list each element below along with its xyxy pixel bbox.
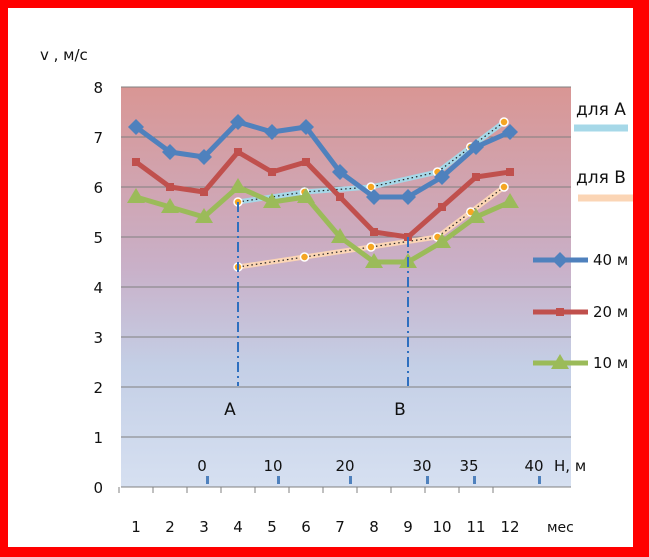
h-tick-mark xyxy=(473,476,476,484)
data-point xyxy=(263,193,281,208)
x-tick-label: 3 xyxy=(199,518,209,536)
data-point xyxy=(234,148,242,156)
h-tick-label: 30 xyxy=(412,457,431,475)
data-point xyxy=(467,208,485,223)
x-tick-label: 5 xyxy=(267,518,277,536)
data-point xyxy=(438,203,446,211)
h-tick-mark xyxy=(277,476,280,484)
legend-label: для А xyxy=(576,100,626,120)
data-point xyxy=(468,139,484,155)
y-tick-label: 7 xyxy=(93,129,103,147)
data-point xyxy=(230,114,246,130)
x-ticks: 1 2 3 4 5 6 7 8 9 10 11 12 xyxy=(118,487,520,536)
data-point xyxy=(132,158,140,166)
h-tick-label: 10 xyxy=(263,457,282,475)
data-point xyxy=(161,198,179,213)
legend-marker xyxy=(551,354,569,369)
h-tick-label: 35 xyxy=(459,457,478,475)
y-tick-label: 1 xyxy=(93,429,103,447)
h-ticks: 0 10 20 30 35 40 xyxy=(197,457,544,484)
x-tick-label: 2 xyxy=(165,518,175,536)
x-tick-label: 4 xyxy=(233,518,243,536)
data-point xyxy=(200,188,208,196)
data-point xyxy=(127,188,145,203)
profile-curve xyxy=(235,184,507,270)
h-tick-label: 40 xyxy=(524,457,543,475)
h-tick-label: 0 xyxy=(197,457,207,475)
data-point xyxy=(506,168,514,176)
data-point xyxy=(434,169,450,185)
profile-point xyxy=(499,182,509,192)
data-point xyxy=(336,193,344,201)
data-point xyxy=(472,173,480,181)
x-tick-label: 8 xyxy=(369,518,379,536)
series-line xyxy=(135,184,512,265)
h-tick-label: 20 xyxy=(335,457,354,475)
y-tick-label: 0 xyxy=(93,479,103,497)
data-point xyxy=(400,189,416,205)
profile-point xyxy=(366,242,376,252)
y-tick-label: 4 xyxy=(93,279,103,297)
data-point xyxy=(229,178,247,193)
profile-point xyxy=(499,117,509,127)
legend-label: 10 м xyxy=(593,354,628,372)
data-point xyxy=(268,168,276,176)
data-point xyxy=(264,124,280,140)
data-point xyxy=(370,228,378,236)
series-group xyxy=(127,114,519,268)
data-point xyxy=(195,208,213,223)
data-point xyxy=(128,119,144,135)
y-tick-label: 5 xyxy=(93,229,103,247)
data-point xyxy=(332,164,348,180)
data-point xyxy=(331,228,349,243)
data-point xyxy=(433,233,451,248)
legend: для А для В 40 м 20 м 10 м xyxy=(533,100,633,372)
y-tick-label: 3 xyxy=(93,329,103,347)
data-point xyxy=(162,144,178,160)
h-tick-mark xyxy=(426,476,429,484)
y-axis-title: v , м/с xyxy=(40,46,88,64)
marker-label: А xyxy=(224,400,236,420)
marker-label: В xyxy=(394,400,406,420)
y-ticks: 0 1 2 3 4 5 6 7 8 xyxy=(93,79,103,497)
data-point xyxy=(365,253,383,268)
x-tick-label: 1 xyxy=(131,518,141,536)
h-tick-mark xyxy=(349,476,352,484)
data-point xyxy=(501,193,519,208)
y-tick-label: 2 xyxy=(93,379,103,397)
legend-label: 40 м xyxy=(593,251,628,269)
profile-point xyxy=(366,182,376,192)
h-axis-title: Н, м xyxy=(554,457,586,475)
legend-label: 20 м xyxy=(593,303,628,321)
y-tick-label: 8 xyxy=(93,79,103,97)
series-line xyxy=(134,149,511,240)
y-tick-label: 6 xyxy=(93,179,103,197)
data-point xyxy=(298,119,314,135)
data-point xyxy=(196,149,212,165)
x-tick-label: 9 xyxy=(403,518,413,536)
x-tick-label: 10 xyxy=(432,518,451,536)
h-tick-mark xyxy=(538,476,541,484)
x-tick-label: 12 xyxy=(500,518,519,536)
profile-point xyxy=(299,252,310,262)
data-point xyxy=(166,183,174,191)
x-tick-label: 11 xyxy=(466,518,485,536)
data-point xyxy=(366,189,382,205)
legend-marker xyxy=(552,252,568,268)
x-tick-label: 6 xyxy=(301,518,311,536)
data-point xyxy=(302,158,310,166)
legend-label: для В xyxy=(576,168,626,188)
data-point xyxy=(502,124,518,140)
x-unit-label: мес xyxy=(547,520,574,536)
x-tick-label: 7 xyxy=(335,518,345,536)
data-point xyxy=(297,188,315,203)
legend-marker xyxy=(556,308,564,316)
h-tick-mark xyxy=(206,476,209,484)
